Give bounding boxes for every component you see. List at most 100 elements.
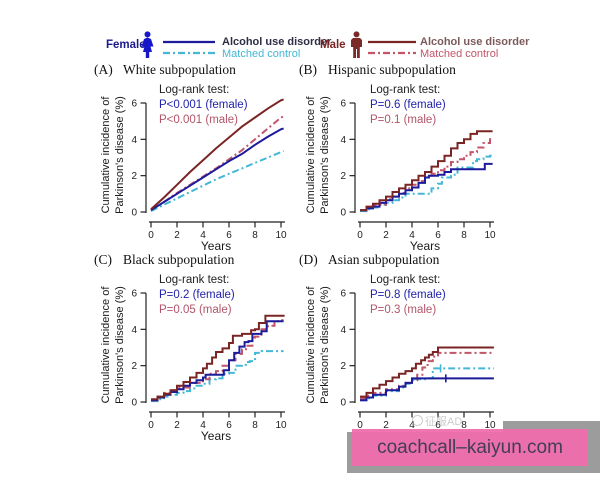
legend-male-label: Male [320,39,346,51]
panel-label: (D) [299,252,318,267]
panel-hispanic-subpopulation: 0 2 4 6 0 2 4 6 8 10 (B) Hispanic subpopulation L… [298,60,538,265]
y-tick-label: 2 [131,171,137,182]
y-tick-label: 4 [340,135,346,146]
x-tick-label: 10 [484,420,496,431]
legend-male-aud-line [368,40,416,44]
x-tick-label: 0 [357,230,363,241]
panel-title: Black subpopulation [123,252,235,267]
x-tick-label: 4 [200,420,206,431]
logrank-title: Log-rank test: [370,274,441,286]
logrank-title: Log-rank test: [370,84,441,96]
logrank-female: P<0.001 (female) [159,99,248,111]
y-axis-label: Cumulative incidence of Parkinson's disea… [100,286,126,404]
x-axis-label: Years [409,239,441,253]
panel-label: (B) [299,62,317,77]
logrank-block: Log-rank test: P<0.001 (female) P<0.001 … [159,83,248,128]
legend-female-aud-label: Alcohol use disorder [222,36,332,48]
panel-white-subpopulation: 0 2 4 6 0 2 4 6 8 10 (A) White subpopulation Log-… [93,60,333,265]
logrank-female: P=0.6 (female) [370,99,446,111]
x-tick-label: 0 [148,230,154,241]
logrank-male: P=0.1 (male) [370,114,437,126]
x-tick-label: 4 [409,230,415,241]
logrank-male: P<0.001 (male) [159,114,238,126]
legend-female-aud-line [163,40,215,44]
female-person-icon [139,31,156,64]
x-tick-label: 6 [226,230,232,241]
logrank-block: Log-rank test: P=0.8 (female) P=0.3 (mal… [370,273,446,318]
x-tick-label: 6 [226,420,232,431]
series-female-aud-line [150,127,284,212]
y-axis-label: Cumulative incidence of Parkinson's disea… [305,286,331,404]
hispanic-subpopulation-chart: 0 2 4 6 0 2 4 6 8 10 [340,99,496,242]
x-tick-label: 0 [357,420,363,431]
legend-female-control-line [163,51,215,55]
male-person-icon [348,31,365,64]
y-tick-label: 4 [131,135,137,146]
white-subpopulation-chart: 0 2 4 6 0 2 4 6 8 10 [131,98,287,241]
x-tick-label: 4 [200,230,206,241]
series-male-control-line [150,115,284,212]
y-tick-label: 0 [340,208,346,219]
y-tick-label: 6 [131,99,137,110]
x-tick-label: 10 [484,230,496,241]
panel-label: (A) [94,62,113,77]
banner: coachcall–kaiyun.com [352,429,588,466]
logrank-male: P=0.05 (male) [159,304,232,316]
x-tick-label: 8 [461,230,467,241]
x-axis-label: Years [200,429,232,443]
x-tick-label: 8 [252,230,258,241]
logrank-block: Log-rank test: P=0.2 (female) P=0.05 (ma… [159,273,235,318]
x-tick-label: 2 [174,420,180,431]
x-tick-label: 8 [252,420,258,431]
series-female-control-line [150,150,284,212]
x-tick-label: 10 [275,420,287,431]
series-female-aud-line [360,162,493,212]
logrank-title: Log-rank test: [159,84,230,96]
y-axis-label: Cumulative incidence of Parkinson's disea… [305,96,331,214]
y-tick-label: 0 [340,398,346,409]
asian-subpopulation-chart: 0 2 4 6 0 2 4 6 8 10 [340,289,496,432]
logrank-female: P=0.8 (female) [370,289,446,301]
series-female-control-line [151,350,284,403]
legend-female-label: Female [106,39,146,51]
legend-female-control-label: Matched control [222,48,301,60]
legend: Female Alcohol use disorder Matched cont… [0,28,600,62]
series-male-aud-line [360,130,493,212]
legend-male-aud-label: Alcohol use disorder [420,36,530,48]
x-axis-label: Years [200,239,232,253]
logrank-female: P=0.2 (female) [159,289,235,301]
panel-title: Hispanic subpopulation [328,62,456,77]
series-male-aud-line [150,98,284,211]
x-tick-label: 0 [148,420,154,431]
panel-title: Asian subpopulation [328,252,440,267]
x-tick-label: 8 [461,420,467,431]
series-male-control-line [151,319,284,402]
series-female-aud-line [360,377,494,402]
panel-black-subpopulation: 0 2 4 6 0 2 4 6 8 10 (C) Black subpopulation Log-… [93,250,333,455]
y-tick-label: 2 [340,361,346,372]
y-tick-label: 6 [131,289,137,300]
x-tick-label: 2 [174,230,180,241]
logrank-block: Log-rank test: P=0.6 (female) P=0.1 (mal… [370,83,446,128]
logrank-title: Log-rank test: [159,274,230,286]
panel-label: (C) [94,252,112,267]
legend-male-control-line [368,51,416,55]
x-tick-label: 6 [435,420,441,431]
y-tick-label: 2 [131,361,137,372]
y-tick-label: 4 [131,325,137,336]
series-female-aud-line [151,320,284,402]
y-tick-label: 6 [340,289,346,300]
series-male-aud-line [151,314,285,401]
y-tick-label: 4 [340,325,346,336]
y-axis-label: Cumulative incidence of Parkinson's disea… [100,96,126,214]
x-tick-label: 4 [409,420,415,431]
logrank-male: P=0.3 (male) [370,304,437,316]
watermark: 征服AD [412,413,522,431]
x-tick-label: 2 [383,420,389,431]
series-male-control-line [360,351,494,400]
x-tick-label: 10 [275,230,287,241]
black-subpopulation-chart: 0 2 4 6 0 2 4 6 8 10 [131,289,287,432]
panel-asian-subpopulation: 0 2 4 6 0 2 4 6 8 10 (D) Asian subpopulation Log-… [298,250,538,455]
series-male-aud-line [360,346,494,398]
